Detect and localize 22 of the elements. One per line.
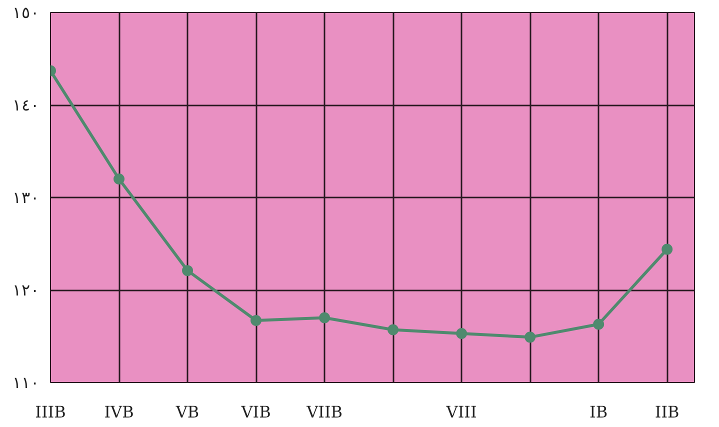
point — [662, 244, 673, 255]
x-tick-label: VB — [174, 402, 200, 422]
x-tick-label: IIIB — [35, 402, 66, 422]
y-tick-label: ١٣٠ — [12, 188, 40, 207]
point — [593, 318, 604, 330]
y-tick-label: ١٢٠ — [12, 280, 40, 300]
point — [524, 332, 536, 343]
point — [182, 265, 194, 276]
point — [456, 328, 468, 339]
x-tick-label: VIIB — [306, 402, 343, 422]
y-tick-label: ١١٠ — [12, 373, 40, 392]
point — [250, 315, 262, 326]
x-tick-label: IB — [590, 402, 608, 422]
x-tick-label: VIB — [240, 402, 271, 422]
x-tick-label: IIB — [654, 402, 680, 422]
x-tick-label: IVB — [104, 402, 134, 422]
point — [114, 174, 125, 184]
y-tick-label: ١٤٠ — [12, 96, 40, 114]
y-tick-label: ١٥٠ — [12, 3, 40, 22]
point — [388, 324, 399, 336]
point — [319, 312, 330, 324]
x-tick-label: VIII — [445, 402, 477, 422]
